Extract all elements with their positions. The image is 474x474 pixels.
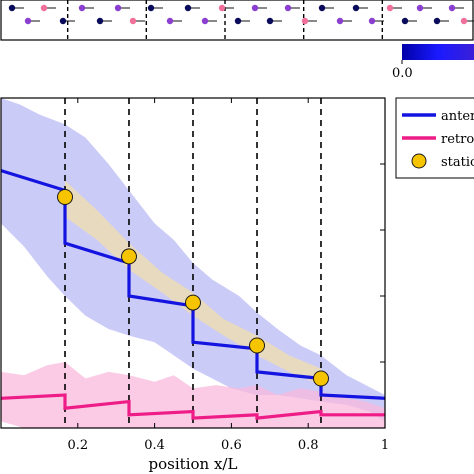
particle [147, 4, 155, 12]
legend: antero retro statio [395, 97, 474, 179]
particle [448, 4, 456, 12]
legend-label-retrograde: retro [441, 132, 474, 147]
station-point [249, 337, 266, 354]
plot-frame [0, 97, 386, 429]
particle [251, 4, 259, 12]
y-ticks [380, 163, 385, 363]
colorbar-gradient [402, 44, 474, 60]
particle [218, 4, 226, 12]
particle [24, 17, 32, 25]
x-tick-label: 0.2 [67, 438, 88, 453]
particle [336, 17, 344, 25]
x-tick-label: 0.4 [144, 438, 165, 453]
particle [266, 17, 274, 25]
station-point [185, 294, 201, 311]
particle-strip-particles [8, 4, 474, 25]
particle [401, 17, 409, 25]
particle [386, 4, 394, 12]
particle [416, 4, 424, 12]
particle [301, 17, 309, 25]
band-station [65, 180, 321, 386]
station-point [312, 370, 329, 387]
station-point [120, 248, 137, 265]
legend-label-anterograde: antero [441, 109, 474, 124]
x-tick-label: 0.6 [221, 438, 242, 453]
particle [40, 4, 48, 12]
particle [318, 4, 326, 12]
band-anterograde [1, 98, 385, 422]
line-retrograde [0, 393, 385, 420]
x-tick-label: 0.8 [298, 438, 319, 453]
particle [352, 4, 360, 12]
particle [114, 4, 122, 12]
particle [129, 17, 137, 25]
particle [78, 4, 86, 12]
particle [284, 4, 292, 12]
particle-strip-panel [0, 0, 474, 41]
particle [8, 4, 16, 12]
particle [59, 17, 67, 25]
particle [234, 17, 242, 25]
station-markers [57, 189, 329, 387]
x-ticks: 0.2 0.4 0.6 0.8 1 [67, 98, 389, 453]
station-point [57, 189, 74, 205]
particle [368, 17, 376, 25]
particle [433, 17, 441, 25]
particle [460, 17, 468, 25]
particle [166, 17, 174, 25]
colorbar-tick-label: 0.0 [392, 66, 413, 81]
particle [96, 17, 104, 25]
colorbar: 0.0 [392, 44, 474, 81]
particle [201, 17, 209, 25]
x-tick-label: 1 [381, 438, 389, 453]
x-axis-label: position x/L [149, 455, 238, 473]
particle [184, 4, 192, 12]
main-axes: 0.2 0.4 0.6 0.8 1 position x/L [0, 97, 389, 473]
legend-marker-station [411, 153, 427, 169]
legend-label-station: statio [441, 155, 474, 170]
